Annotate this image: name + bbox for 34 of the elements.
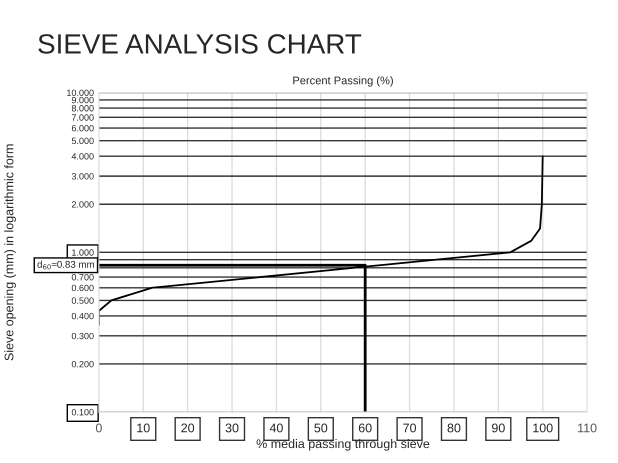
x-tick-label: 50 <box>314 424 328 432</box>
y-tick-label: 2.000 <box>72 201 94 208</box>
y-tick-label: 8.000 <box>72 105 94 112</box>
x-axis-title: % media passing through sieve <box>256 439 430 451</box>
x-tick-label: 40 <box>270 424 283 432</box>
y-tick-label: 0.700 <box>72 274 94 280</box>
x-tick-label: 0 <box>96 424 102 432</box>
y-tick-label: 10.000 <box>67 90 94 96</box>
y-tick-label: 0.300 <box>72 332 94 340</box>
chart-subtitle: Percent Passing (%) <box>293 76 393 87</box>
y-tick-label: 0.200 <box>72 360 94 368</box>
y-tick-label: 7.000 <box>72 114 94 121</box>
y-axis-title: Sieve opening (mm) in logarithmic form <box>4 144 16 360</box>
y-tick-label: 0.500 <box>72 297 94 304</box>
x-tick-label: 90 <box>492 424 505 432</box>
y-tick-label: 9.000 <box>72 96 94 104</box>
x-tick-label: 20 <box>181 424 194 432</box>
x-tick-label: 10 <box>137 424 150 432</box>
y-tick-label: 0.600 <box>72 284 94 292</box>
x-tick-label: 100 <box>533 424 553 432</box>
x-tick-label: 80 <box>448 424 460 432</box>
x-tick-label: 110 <box>578 424 597 432</box>
y-tick-label: 0.400 <box>72 312 94 320</box>
x-tick-label: 60 <box>358 424 372 432</box>
y-tick-label: 1.000 <box>72 249 94 256</box>
y-tick-label: 5.000 <box>72 138 94 144</box>
x-tick-label: 30 <box>226 424 238 432</box>
y-tick-label: 3.000 <box>72 173 94 180</box>
y-tick-label: 0.100 <box>72 409 94 416</box>
y-tick-label: 4.000 <box>72 153 94 160</box>
annotation: d$_{60}$≈0.83 mm <box>37 260 94 270</box>
x-tick-label: 70 <box>403 424 416 432</box>
chart-title: SIEVE ANALYSIS CHART <box>38 34 362 54</box>
y-tick-label: 6.000 <box>72 125 94 132</box>
